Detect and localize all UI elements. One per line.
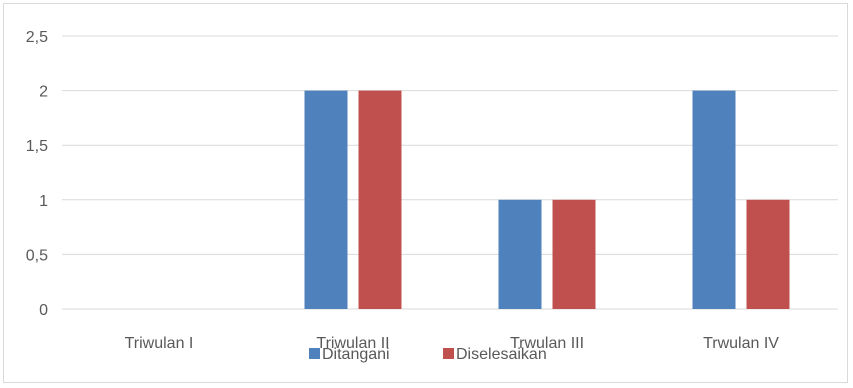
bar-diselesaikan — [552, 199, 596, 309]
y-tick-label: 2 — [39, 84, 48, 101]
x-category-label: Trwulan III — [510, 335, 584, 352]
x-axis-categories: Triwulan I Triwulan II Trwulan III Trwulan … — [125, 335, 780, 352]
bar-ditangani — [304, 90, 348, 309]
bar-diselesaikan — [746, 199, 790, 309]
y-tick-label: 2,5 — [26, 29, 48, 46]
bar-diselesaikan — [358, 90, 402, 309]
legend-label: Diselesaikan — [456, 346, 547, 363]
x-category-label: Triwulan I — [125, 335, 194, 352]
y-tick-label: 0,5 — [26, 247, 48, 264]
legend-label: Ditangani — [322, 346, 390, 363]
legend: Ditangani Diselesaikan — [309, 346, 547, 363]
legend-swatch — [443, 348, 454, 359]
y-axis-ticks: 0 0,5 1 1,5 2 2,5 — [26, 29, 48, 319]
y-tick-label: 1 — [39, 193, 48, 210]
y-tick-label: 0 — [39, 302, 48, 319]
y-tick-label: 1,5 — [26, 138, 48, 155]
bar-ditangani — [692, 90, 736, 309]
bar-ditangani — [498, 199, 542, 309]
x-category-label: Triwulan II — [316, 335, 389, 352]
x-category-label: Trwulan IV — [703, 335, 779, 352]
bars — [304, 90, 790, 309]
legend-swatch — [309, 348, 320, 359]
